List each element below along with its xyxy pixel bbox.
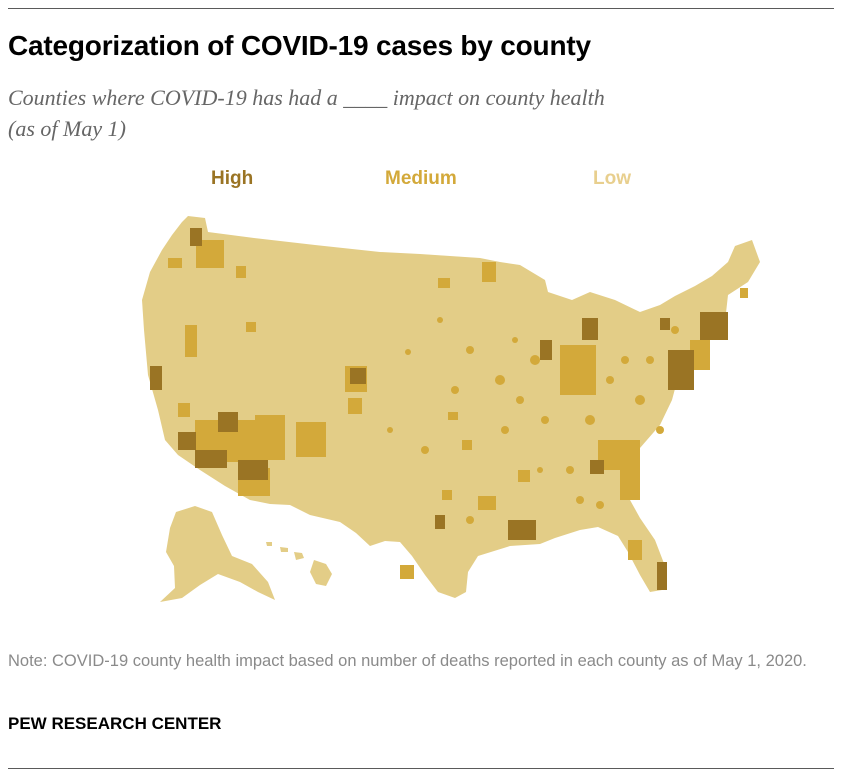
- source-credit: PEW RESEARCH CENTER: [8, 714, 222, 733]
- legend-low: Low: [593, 168, 631, 189]
- contiguous-us-shape: [142, 216, 760, 598]
- legend-high: High: [211, 168, 254, 189]
- subtitle-line-1: Counties where COVID-19 has had a ____ i…: [8, 85, 605, 110]
- us-county-map: [142, 216, 760, 602]
- legend: High Medium Low: [0, 168, 842, 194]
- subtitle-line-2: (as of May 1): [8, 116, 126, 141]
- footnote: Note: COVID-19 county health impact base…: [8, 652, 807, 670]
- chart-subtitle: Counties where COVID-19 has had a ____ i…: [8, 82, 768, 144]
- hawaii-shape: [266, 542, 332, 586]
- alaska-shape: [160, 506, 275, 602]
- top-rule: [8, 8, 834, 9]
- high-impact-areas: [150, 228, 728, 590]
- chart-title: Categorization of COVID-19 cases by coun…: [8, 30, 591, 61]
- medium-impact-areas: [168, 240, 748, 579]
- bottom-rule: [8, 768, 834, 769]
- legend-medium: Medium: [385, 168, 457, 189]
